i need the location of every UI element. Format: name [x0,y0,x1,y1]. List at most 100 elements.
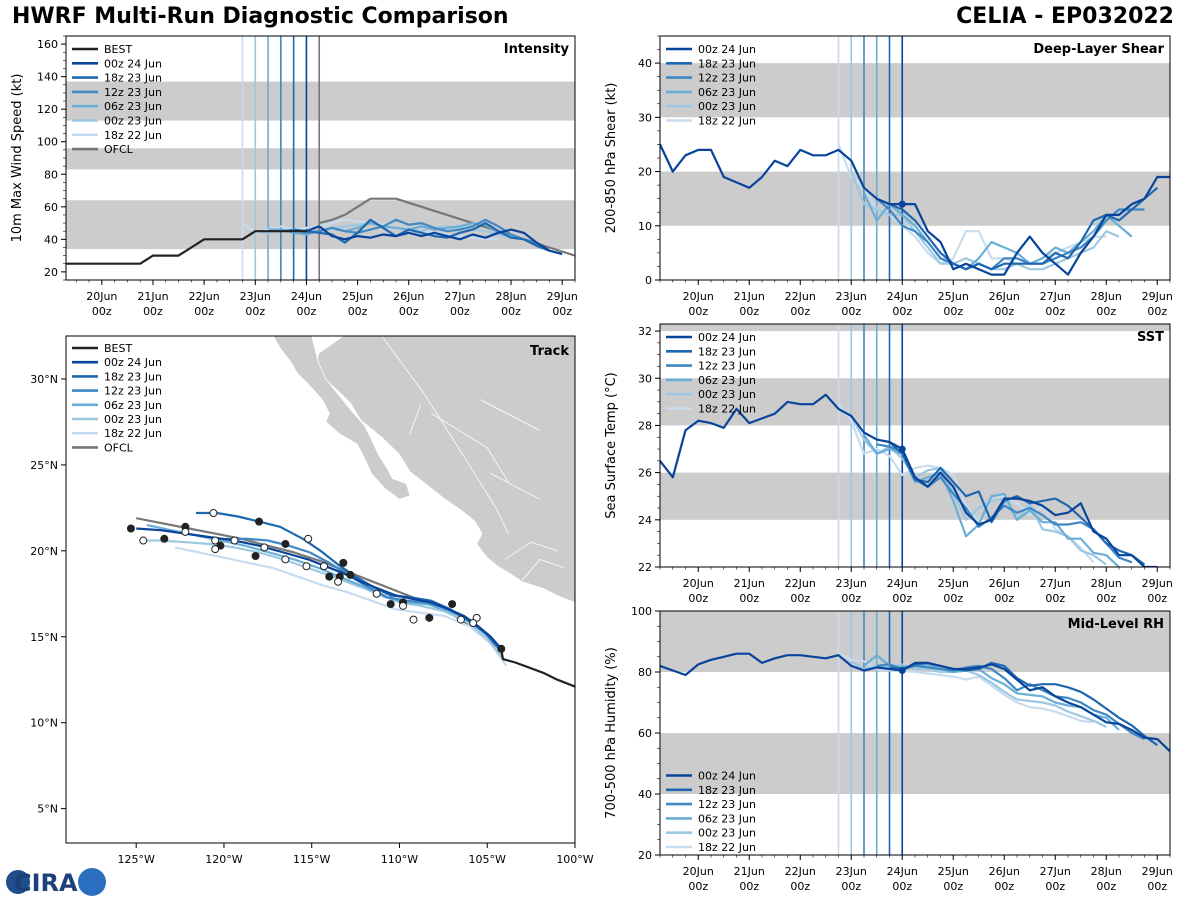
track-legend-label-18z-23-jun: 18z 23 Jun [104,370,162,383]
shear-xtick-label-5: 25Jun [938,290,969,303]
track-marker-0 [497,644,506,653]
sst-ytick-label-28: 28 [638,419,652,432]
shear-xtick-label-3: 23Jun [836,290,867,303]
intensity-ytick-label-40: 40 [44,233,58,246]
storm-title: CELIA - EP032022 [956,4,1174,29]
shear-init-marker [898,200,906,208]
rh-xtick-sub-9: 00z [1147,880,1167,893]
shear-xtick-label-8: 28Jun [1091,290,1122,303]
track-marker-11 [251,551,260,560]
intensity-xtick-sub-0: 00z [92,305,112,318]
track-marker-30 [211,536,220,545]
logo-text: CIRA [14,869,78,897]
shear-panel: 0 10 20 30 40 20Jun 00z 21Jun 00z 22Jun 00z 23Jun 00… [604,35,1173,318]
track-series-06z-23-jun [146,524,504,655]
rh-xtick-label-3: 23Jun [836,865,867,878]
shear-series-18z-23-jun [889,186,1159,271]
rh-legend-label-18z-22-jun: 18z 22 Jun [698,841,756,854]
track-marker-17 [469,619,478,628]
track-marker-2 [425,613,434,622]
rh-xtick-label-6: 26Jun [989,865,1020,878]
rh-ytick-label-20: 20 [638,849,652,862]
sst-ytick-label-26: 26 [638,467,652,480]
sst-xtick-sub-1: 00z [739,592,759,605]
track-marker-19 [409,615,418,624]
shear-xtick-label-2: 22Jun [785,290,816,303]
rh-xtick-sub-1: 00z [739,880,759,893]
track-marker-18 [456,615,465,624]
sst-series-00z-24-jun [660,393,1158,567]
shear-legend-label-00z-24-jun: 00z 24 Jun [698,43,756,56]
track-xtick-label-1: 120°W [205,853,242,866]
intensity-xtick-label-7: 27Jun [444,290,475,303]
rh-xtick-label-8: 28Jun [1091,865,1122,878]
intensity-xtick-label-8: 28Jun [495,290,526,303]
track-marker-31 [209,509,218,518]
track-xtick-label-4: 105°W [469,853,506,866]
shear-series-00z-24-jun [660,143,1170,276]
sst-xtick-sub-4: 00z [892,592,912,605]
track-land-mainland [314,336,575,603]
track-legend-label-ofcl: OFCL [104,441,134,454]
rh-ylabel: 700-500 hPa Humidity (%) [604,647,619,819]
track-xtick-label-3: 110°W [381,853,418,866]
rh-xtick-label-7: 27Jun [1040,865,1071,878]
rh-legend-label-00z-24-jun: 00z 24 Jun [698,770,756,783]
track-state-border-7 [480,399,541,431]
intensity-series-00z-24-jun [306,225,563,256]
intensity-xtick-label-5: 25Jun [342,290,373,303]
rh-xtick-sub-0: 00z [688,880,708,893]
intensity-xtick-label-0: 20Jun [86,290,117,303]
rh-xtick-label-5: 25Jun [938,865,969,878]
track-legend-label-best: BEST [104,342,132,355]
sst-ytick-label-30: 30 [638,372,652,385]
rh-xtick-label-2: 22Jun [785,865,816,878]
shear-xtick-label-6: 26Jun [989,290,1020,303]
intensity-xtick-label-2: 22Jun [189,290,220,303]
sst-xtick-label-1: 21Jun [734,577,765,590]
shear-ylabel: 200-850 hPa Shear (kt) [604,83,619,234]
track-xtick-label-5: 100°W [556,853,593,866]
intensity-band-0 [66,200,575,250]
track-marker-32 [181,527,190,536]
track-legend-label-00z-24-jun: 00z 24 Jun [104,356,162,369]
intensity-xtick-label-4: 24Jun [291,290,322,303]
shear-xtick-sub-8: 00z [1096,305,1116,318]
track-legend-label-00z-23-jun: 00z 23 Jun [104,413,162,426]
track-marker-15 [126,524,135,533]
track-marker-9 [281,539,290,548]
intensity-title: Intensity [504,42,570,57]
shear-legend-label-00z-23-jun: 00z 23 Jun [698,100,756,113]
intensity-legend-label-best: BEST [104,43,132,56]
sst-xtick-label-2: 22Jun [785,577,816,590]
sst-xtick-label-0: 20Jun [683,577,714,590]
sst-xtick-label-5: 25Jun [938,577,969,590]
shear-xtick-sub-6: 00z [994,305,1014,318]
rh-xtick-sub-7: 00z [1045,880,1065,893]
sst-xtick-label-4: 24Jun [887,577,918,590]
rh-xtick-sub-5: 00z [943,880,963,893]
shear-legend-label-06z-23-jun: 06z 23 Jun [698,86,756,99]
track-marker-26 [281,555,290,564]
sst-xtick-label-8: 28Jun [1091,577,1122,590]
rh-series-18z-22-jun [838,652,1094,724]
track-marker-29 [211,545,220,554]
sst-xtick-sub-7: 00z [1045,592,1065,605]
sst-legend-label-00z-24-jun: 00z 24 Jun [698,331,756,344]
shear-xtick-sub-5: 00z [943,305,963,318]
intensity-xtick-sub-8: 00z [501,305,521,318]
track-marker-28 [230,536,239,545]
sst-series-12z-23-jun [876,443,1133,564]
intensity-ytick-label-140: 140 [37,71,58,84]
rh-title: Mid-Level RH [1068,617,1164,632]
rh-xtick-sub-3: 00z [841,880,861,893]
shear-ytick-label-30: 30 [638,111,652,124]
shear-xtick-sub-2: 00z [790,305,810,318]
sst-legend-label-12z-23-jun: 12z 23 Jun [698,360,756,373]
rh-series-12z-23-jun [876,663,1145,741]
track-state-border-0 [381,336,464,455]
shear-legend-label-18z-22-jun: 18z 22 Jun [698,115,756,128]
track-marker-22 [334,577,343,586]
sst-legend-label-06z-23-jun: 06z 23 Jun [698,374,756,387]
